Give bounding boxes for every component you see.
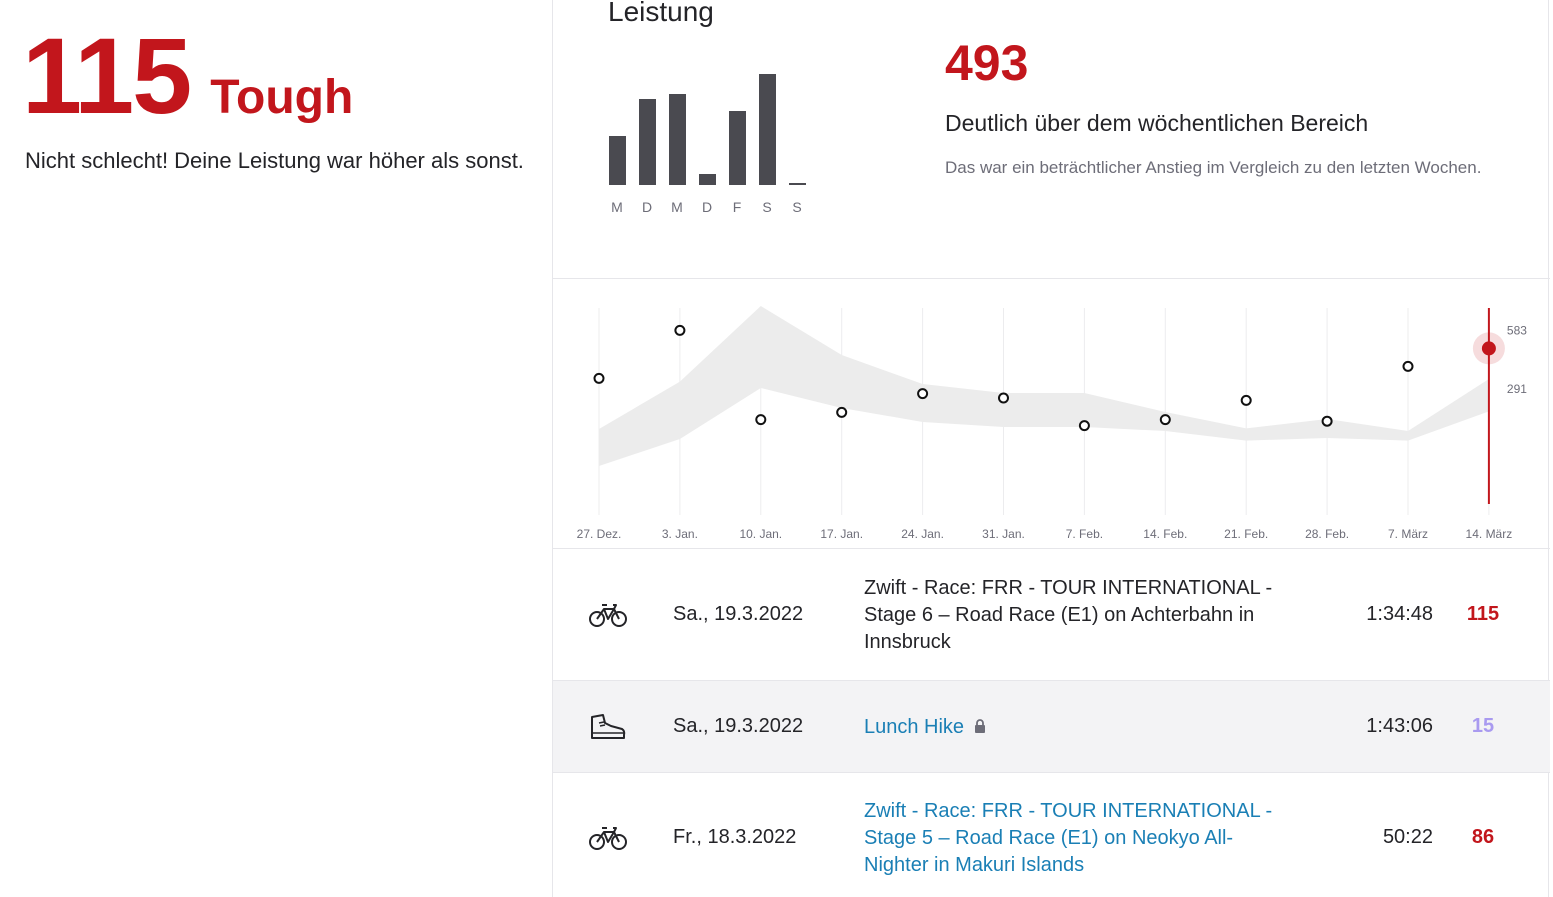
x-tick-label: 3. Jan. xyxy=(662,527,698,541)
x-tick-label: 10. Jan. xyxy=(739,527,782,541)
x-tick-label: 7. Feb. xyxy=(1066,527,1103,541)
weekly-bar-4 xyxy=(729,111,746,185)
range-title: Deutlich über dem wöchentlichen Bereich xyxy=(945,110,1369,136)
summary-panel: 115 Tough Nicht schlecht! Deine Leistung… xyxy=(0,0,553,897)
activity-duration: 1:34:48 xyxy=(1366,603,1433,625)
activity-date: Sa., 19.3.2022 xyxy=(673,603,804,625)
typical-range-band xyxy=(599,306,1489,466)
data-point xyxy=(1402,360,1414,372)
range-description: Das war ein beträchtlicher Anstieg im Ve… xyxy=(945,158,1482,177)
data-point xyxy=(674,324,686,336)
x-tick-label: 28. Feb. xyxy=(1305,527,1349,541)
trend-chart-svg: 583 291 27. Dez. 3. Jan. 10. Jan. 17. Jan. 24.… xyxy=(577,306,1527,541)
weekly-bar-6 xyxy=(789,182,806,185)
activity-duration: 1:43:06 xyxy=(1366,715,1433,737)
weekly-bar-1 xyxy=(639,99,656,185)
score-row: 115 Tough xyxy=(22,22,353,130)
activity-row[interactable]: Fr., 18.3.2022 Zwift - Race: FRR - TOUR I… xyxy=(553,772,1550,897)
summary-description: Nicht schlecht! Deine Leistung war höher… xyxy=(25,148,524,173)
activity-duration: 50:22 xyxy=(1382,826,1433,848)
reference-tick-label: 583 xyxy=(1507,323,1527,337)
activity-row[interactable]: Sa., 19.3.2022 Zwift - Race: FRR - TOUR I… xyxy=(553,548,1550,680)
trend-chart: 583 291 27. Dez. 3. Jan. 10. Jan. 17. Jan. 24.… xyxy=(553,280,1550,548)
data-point xyxy=(917,388,929,400)
lock-icon xyxy=(974,715,986,742)
x-tick-label: 14. März xyxy=(1466,527,1513,541)
data-point xyxy=(1240,394,1252,406)
x-tick-label: 31. Jan. xyxy=(982,527,1025,541)
data-point xyxy=(1159,414,1171,426)
bicycle-icon xyxy=(589,824,627,852)
data-point-current xyxy=(1481,341,1496,356)
data-point xyxy=(998,392,1009,404)
activity-name-text: Lunch Hike xyxy=(864,715,965,738)
x-tick-label: 21. Feb. xyxy=(1224,527,1268,541)
activity-name[interactable]: Zwift - Race: FRR - TOUR INTERNATIONAL -… xyxy=(864,798,1294,879)
weekly-day-label: M xyxy=(611,199,624,215)
weekly-section: Leistung M D M D F S S 493 Deutlich über dem w… xyxy=(553,0,1550,279)
activity-name-text: Zwift - Race: FRR - TOUR INTERNATIONAL -… xyxy=(864,576,1273,653)
activity-effort-score: 115 xyxy=(1466,603,1500,625)
weekly-bar-3 xyxy=(699,174,716,185)
activity-effort-score: 15 xyxy=(1471,715,1495,737)
activity-row[interactable]: Sa., 19.3.2022 Lunch Hike 1:43:06 15 xyxy=(553,680,1550,772)
weekly-day-label: M xyxy=(671,199,684,215)
x-tick-label: 24. Jan. xyxy=(901,527,944,541)
reference-tick-label: 291 xyxy=(1507,382,1527,396)
bicycle-icon xyxy=(589,601,627,629)
activity-date: Fr., 18.3.2022 xyxy=(673,826,797,848)
weekly-day-label: S xyxy=(762,199,773,215)
weekly-day-label: S xyxy=(792,199,803,215)
weekly-bar-0 xyxy=(609,135,626,185)
data-point xyxy=(836,406,848,418)
activity-effort-score: 86 xyxy=(1471,826,1495,848)
activity-name-text: Zwift - Race: FRR - TOUR INTERNATIONAL -… xyxy=(864,799,1273,876)
weekly-bar-5 xyxy=(759,73,776,185)
weekly-day-label: D xyxy=(641,199,654,215)
weekly-bar-2 xyxy=(669,93,686,185)
x-tick-label: 27. Dez. xyxy=(577,527,622,541)
weekly-day-label: D xyxy=(701,199,714,215)
activity-name[interactable]: Lunch Hike xyxy=(864,714,1294,742)
weekly-day-label: F xyxy=(732,199,743,215)
effort-label: Tough xyxy=(210,71,354,124)
data-point xyxy=(1321,415,1333,427)
data-point xyxy=(1078,420,1090,432)
activity-name: Zwift - Race: FRR - TOUR INTERNATIONAL -… xyxy=(864,575,1294,656)
hiking-boot-icon xyxy=(589,713,627,741)
data-point xyxy=(755,414,767,426)
x-tick-label: 17. Jan. xyxy=(820,527,863,541)
x-tick-label: 7. März xyxy=(1388,527,1428,541)
weekly-title: Leistung xyxy=(608,0,714,27)
data-point xyxy=(593,372,605,384)
relative-effort-score: 115 xyxy=(22,15,192,136)
details-panel: Leistung M D M D F S S 493 Deutlich über dem w… xyxy=(552,0,1550,897)
activity-date: Sa., 19.3.2022 xyxy=(673,715,804,737)
weekly-total: 493 xyxy=(945,35,1029,91)
x-tick-label: 14. Feb. xyxy=(1143,527,1187,541)
